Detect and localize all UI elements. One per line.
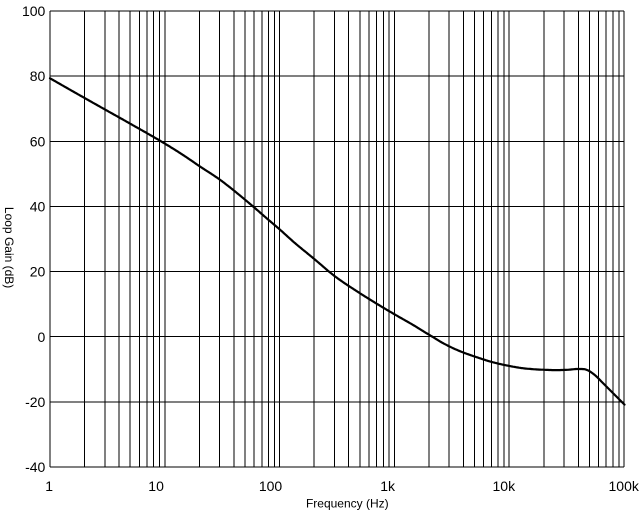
svg-text:100: 100 — [259, 478, 283, 494]
svg-text:10k: 10k — [493, 478, 517, 494]
svg-text:60: 60 — [30, 133, 46, 149]
svg-text:100k: 100k — [609, 478, 640, 494]
svg-text:40: 40 — [30, 199, 46, 215]
svg-text:Frequency (Hz): Frequency (Hz) — [306, 496, 389, 510]
svg-text:-40: -40 — [25, 459, 45, 475]
svg-text:80: 80 — [30, 68, 46, 84]
svg-text:20: 20 — [30, 264, 46, 280]
svg-text:10: 10 — [148, 478, 164, 494]
svg-text:-20: -20 — [25, 394, 45, 410]
svg-text:1k: 1k — [380, 478, 396, 494]
svg-text:1: 1 — [45, 478, 53, 494]
svg-text:0: 0 — [38, 329, 46, 345]
svg-text:Loop Gain (dB): Loop Gain (dB) — [2, 207, 16, 288]
svg-text:100: 100 — [22, 3, 46, 19]
